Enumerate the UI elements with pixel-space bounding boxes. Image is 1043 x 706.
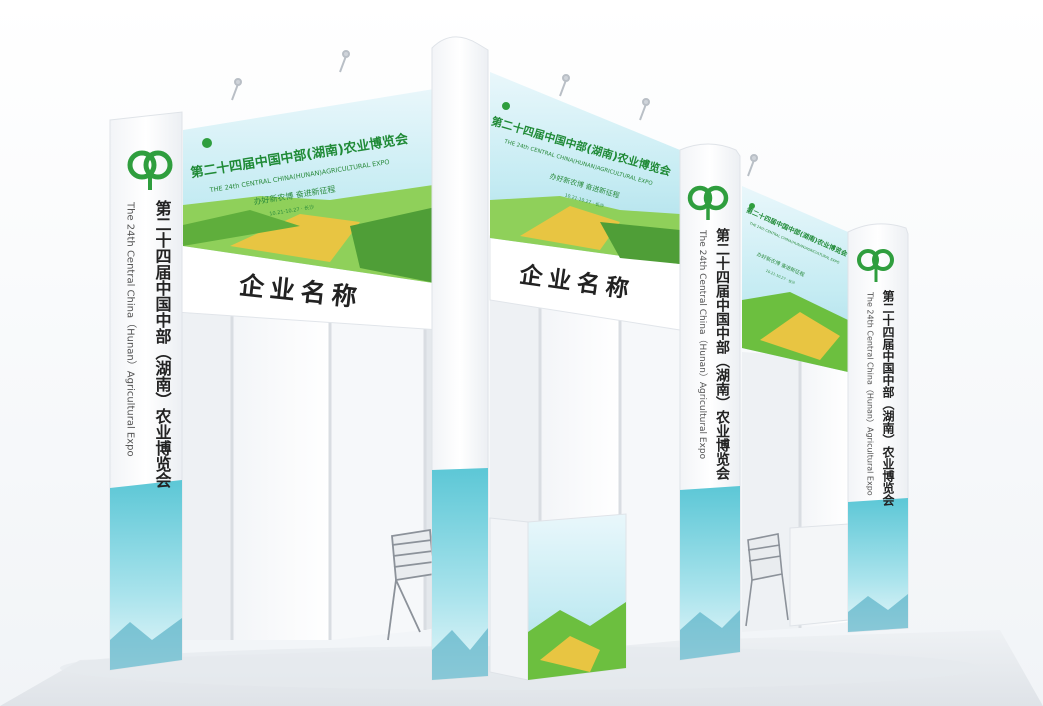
booth1-column-title: 第二十四届中国中部（湖南）农业博览会 bbox=[153, 199, 173, 489]
booth3-reception-counter bbox=[789, 523, 849, 627]
center-column bbox=[431, 36, 489, 681]
booth2-reception-counter bbox=[489, 513, 627, 681]
booth2-top-banner: 第二十四届中国中部(湖南)农业博览会 THE 24th CENTRAL CHIN… bbox=[490, 72, 680, 264]
far-right-column-title-en: The 24th Central China（Hunan）Agricultura… bbox=[866, 291, 875, 496]
ceiling-spotlights bbox=[231, 50, 758, 177]
far-right-column bbox=[847, 223, 909, 633]
booth3-chair bbox=[745, 533, 789, 627]
booth1-column-logo bbox=[127, 150, 173, 190]
booth1-left-column bbox=[109, 111, 183, 671]
expo-logo-icon bbox=[127, 150, 157, 180]
booth1-column-title-en: The 24th Central China（Hunan）Agricultura… bbox=[125, 201, 137, 457]
booth1-top-banner: 第二十四届中国中部(湖南)农业博览会 THE 24th CENTRAL CHIN… bbox=[183, 88, 440, 284]
far-right-column-title: 第二十四届中国中部（湖南）农业博览会 bbox=[881, 289, 895, 507]
far-right-column-logo bbox=[857, 249, 894, 282]
expo-logo-icon bbox=[857, 249, 879, 271]
expo-logo-icon bbox=[687, 185, 713, 211]
right-column-logo bbox=[687, 185, 729, 220]
right-column-title: 第二十四届中国中部（湖南）农业博览会 bbox=[714, 227, 731, 481]
booth1-back-walls bbox=[165, 296, 450, 640]
right-column bbox=[679, 143, 741, 661]
right-column-title-en: The 24th Central China（Hunan）Agricultura… bbox=[697, 229, 708, 460]
